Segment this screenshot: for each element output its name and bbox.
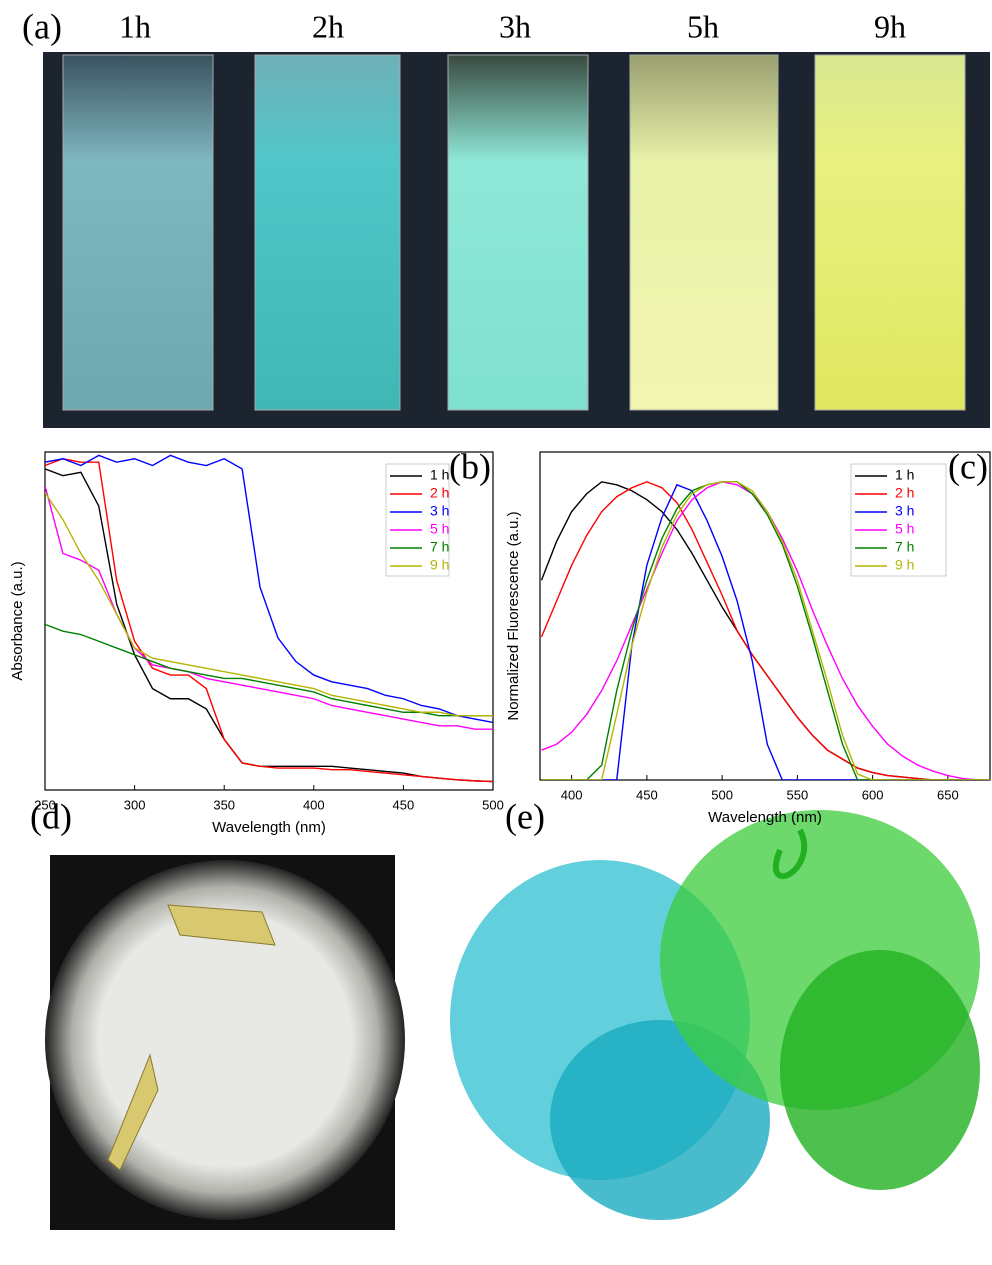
- cuvette: [815, 55, 965, 410]
- x-tick-label: 500: [711, 787, 733, 802]
- panel-label: (e): [505, 796, 545, 836]
- y-axis-label: Absorbance (a.u.): [9, 561, 26, 680]
- x-tick-label: 400: [303, 797, 325, 812]
- legend-label: 7 h: [430, 539, 449, 555]
- data-line: [45, 624, 493, 715]
- legend-label: 7 h: [895, 539, 914, 555]
- x-tick-label: 250: [34, 797, 56, 812]
- x-tick-label: 300: [124, 797, 146, 812]
- photo-caption: 5h: [687, 8, 719, 44]
- x-tick-label: 450: [636, 787, 658, 802]
- legend-label: 2 h: [430, 485, 449, 501]
- legend-label: 3 h: [430, 503, 449, 519]
- photo-caption: 9h: [874, 8, 906, 44]
- legend-label: 9 h: [430, 557, 449, 573]
- photo-caption: 2h: [312, 8, 344, 44]
- x-tick-label: 450: [393, 797, 415, 812]
- legend-label: 1 h: [895, 467, 914, 483]
- legend-label: 2 h: [895, 485, 914, 501]
- cuvette: [255, 55, 400, 410]
- legend-label: 5 h: [430, 521, 449, 537]
- photo-caption: 3h: [499, 8, 531, 44]
- cuvette: [448, 55, 588, 410]
- x-tick-label: 650: [937, 787, 959, 802]
- cuvette: [630, 55, 778, 410]
- photo-caption: 1h: [119, 8, 151, 44]
- legend-label: 5 h: [895, 521, 914, 537]
- figure: (a) 1h2h3h5h9h (d) (e) 25030035040045050…: [0, 0, 992, 1265]
- protein-structure: [450, 810, 980, 1220]
- x-tick-label: 400: [561, 787, 583, 802]
- legend-label: 1 h: [430, 467, 449, 483]
- cuvette: [63, 55, 213, 410]
- panel-label: (a): [22, 6, 62, 46]
- y-axis-label: Normalized Fluorescence (a.u.): [505, 511, 522, 720]
- x-tick-label: 500: [482, 797, 504, 812]
- page: (a) 1h2h3h5h9h (d) (e) 25030035040045050…: [0, 0, 992, 1265]
- legend-label: 3 h: [895, 503, 914, 519]
- x-tick-label: 550: [787, 787, 809, 802]
- x-tick-label: 600: [862, 787, 884, 802]
- legend-label: 9 h: [895, 557, 914, 573]
- x-axis-label: Wavelength (nm): [212, 819, 326, 836]
- panel-label: (c): [948, 446, 988, 486]
- x-tick-label: 350: [213, 797, 235, 812]
- panel-label: (b): [449, 446, 491, 486]
- x-axis-label: Wavelength (nm): [708, 809, 822, 826]
